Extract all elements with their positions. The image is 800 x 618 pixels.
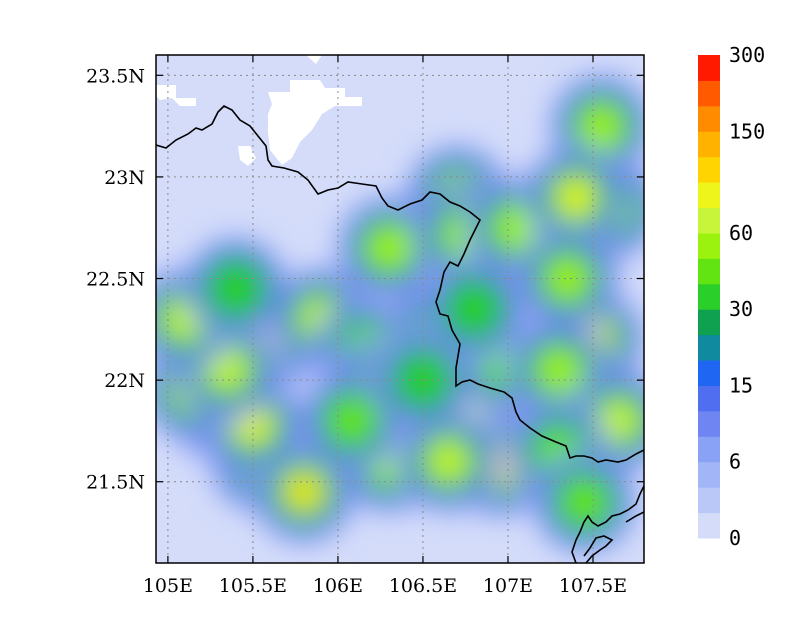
contour-band xyxy=(326,395,377,446)
colorbar-label: 30 xyxy=(729,297,753,321)
contour-band xyxy=(559,477,610,528)
contour-band xyxy=(367,226,411,270)
contour-band xyxy=(537,348,581,392)
precip-cell xyxy=(156,267,237,371)
colorbar-swatch xyxy=(698,131,720,158)
precip-cell xyxy=(422,257,526,361)
precip-cell xyxy=(524,145,628,249)
precip-cell xyxy=(337,196,441,300)
x-tick-label: 106E xyxy=(313,575,363,597)
coastline xyxy=(571,485,644,563)
colorbar-swatch xyxy=(698,55,720,81)
colorbar-swatch xyxy=(698,182,720,209)
y-tick-label: 23N xyxy=(104,167,145,189)
colorbar-label: 6 xyxy=(729,450,741,474)
plot-area xyxy=(155,54,645,564)
contour-band xyxy=(545,256,590,301)
no-data-region xyxy=(306,55,322,64)
contour-band xyxy=(600,402,637,440)
y-tick-label: 21.5N xyxy=(86,472,145,494)
x-tick-label: 105.5E xyxy=(219,575,287,597)
no-data-regions xyxy=(156,55,362,166)
colorbar-swatch xyxy=(698,258,720,285)
x-tick-label: 107.5E xyxy=(559,575,627,597)
colorbar-label: 0 xyxy=(729,526,741,550)
precip-cell xyxy=(507,399,611,503)
precip-cell xyxy=(533,450,636,554)
colorbar-swatch xyxy=(698,410,720,437)
colorbar-swatch xyxy=(698,487,720,514)
x-tick-label: 105E xyxy=(143,575,193,597)
coastline xyxy=(583,535,614,563)
colorbar-swatch xyxy=(698,461,720,488)
colorbar-swatch xyxy=(698,105,720,132)
precip-cell xyxy=(516,227,619,330)
colorbar-swatch xyxy=(698,334,720,361)
y-axis: 21.5N 22N 22.5N 23N 23.5N xyxy=(86,65,644,494)
colorbar-label: 60 xyxy=(729,221,753,245)
contour-band xyxy=(292,480,316,504)
x-tick-label: 107E xyxy=(483,575,533,597)
precip-cell xyxy=(184,237,288,341)
plot-frame xyxy=(155,54,645,564)
colorbar: 0 6 15 30 60 150 300 xyxy=(698,43,765,550)
y-tick-label: 22.5N xyxy=(86,269,145,291)
border-line xyxy=(156,105,644,463)
coastline-border xyxy=(156,105,644,563)
contour-band xyxy=(207,260,265,317)
contour-band xyxy=(494,206,539,250)
contour-band xyxy=(209,351,246,389)
precip-field xyxy=(156,74,644,554)
no-data-region xyxy=(238,146,256,166)
no-data-region xyxy=(268,80,362,165)
coastline xyxy=(625,511,644,523)
colorbar-swatch xyxy=(698,436,720,463)
colorbar-swatch xyxy=(698,512,720,539)
colorbar-swatch xyxy=(698,360,720,386)
colorbar-swatch xyxy=(698,232,720,259)
y-tick-label: 22N xyxy=(104,370,145,392)
contour-band xyxy=(430,443,467,480)
x-axis: 105E 105.5E 106E 106.5E 107E 107.5E xyxy=(143,55,627,597)
colorbar-label: 150 xyxy=(729,119,765,143)
colorbar-label: 15 xyxy=(729,373,753,397)
colorbar-label: 300 xyxy=(729,43,765,67)
colorbar-swatch xyxy=(698,309,720,336)
y-tick-label: 23.5N xyxy=(86,65,145,87)
colorbar-swatch xyxy=(698,283,720,310)
precip-cell xyxy=(252,440,356,544)
colorbar-swatch xyxy=(698,80,720,107)
colorbar-swatch xyxy=(698,156,720,183)
contour-band xyxy=(445,280,503,338)
contour-band xyxy=(579,104,624,148)
contour-band xyxy=(560,182,592,213)
no-data-region xyxy=(156,85,196,106)
colorbar-swatch xyxy=(698,207,720,234)
colorbar-swatch xyxy=(698,385,720,412)
x-tick-label: 106.5E xyxy=(389,575,457,597)
grid-lines xyxy=(156,55,644,563)
